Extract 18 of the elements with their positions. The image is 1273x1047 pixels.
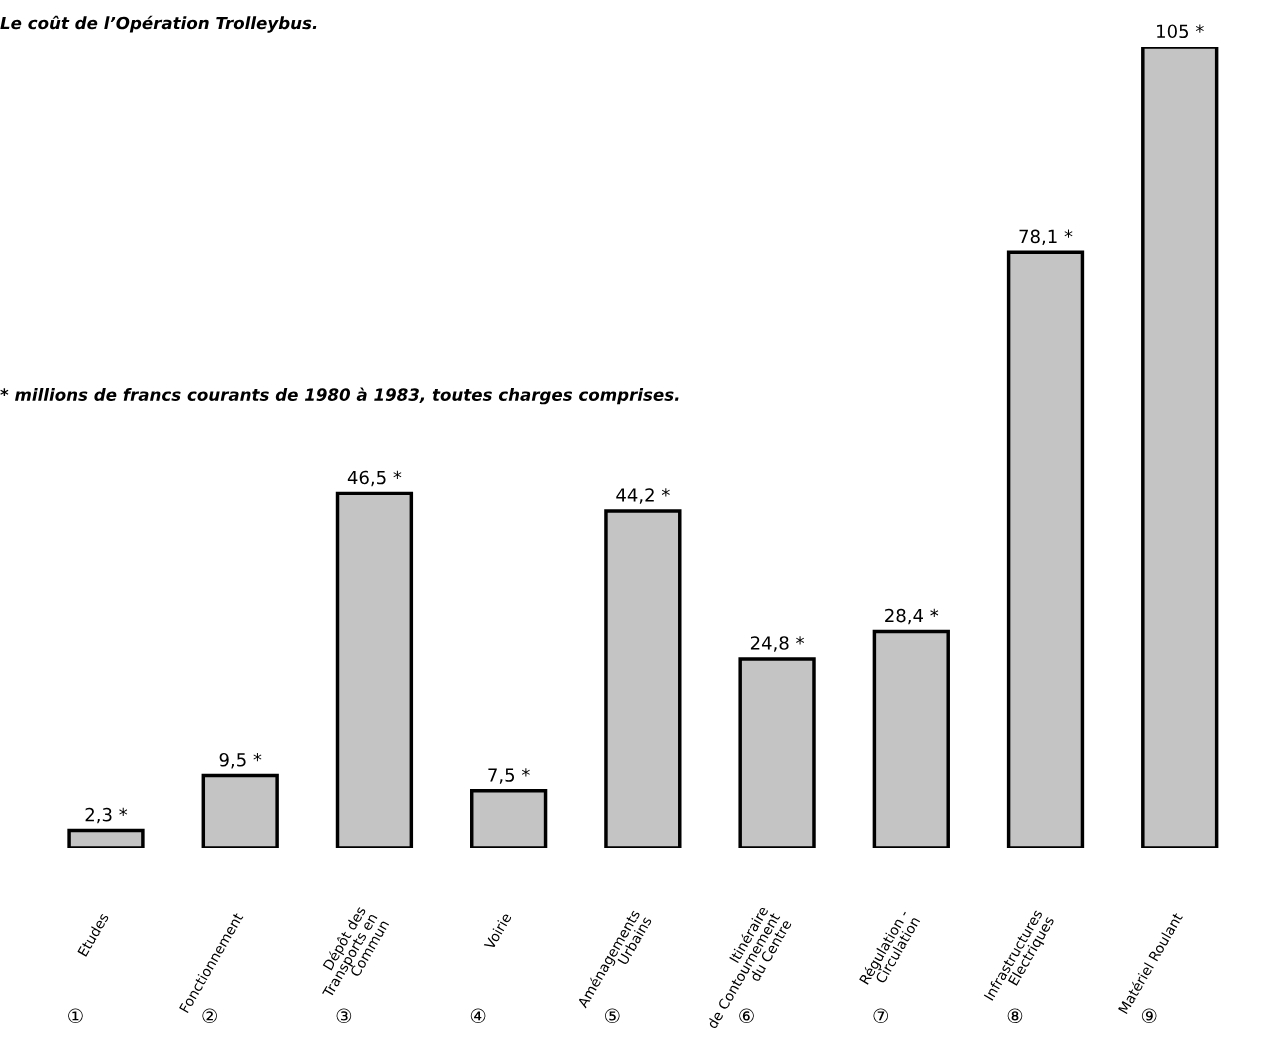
chart-title: Le coût de l’Opération Trolleybus.: [0, 15, 317, 33]
data-label: 44,2 *: [616, 488, 670, 504]
text: ④: [470, 1008, 486, 1024]
data-label: 24,8 *: [750, 636, 805, 652]
text: ⑦: [873, 1008, 889, 1024]
data-label: 105 *: [1157, 24, 1204, 39]
text: ⑥: [739, 1008, 754, 1024]
data-label: 9,5 *: [219, 752, 262, 769]
data-label: 78,1 *: [1019, 229, 1073, 246]
data-label: 46,5 *: [347, 470, 402, 487]
text: ①: [68, 1008, 83, 1024]
text: ⑤: [605, 1008, 620, 1024]
data-label: 2,3 *: [85, 807, 128, 824]
data-label: 28,4 *: [885, 608, 939, 625]
data-label: 7,5 *: [488, 768, 530, 784]
text: ③: [336, 1008, 352, 1024]
annotation: * millions de francs courants de 1980 à 1983, toutes charges comprises.: [0, 387, 679, 405]
text: ⑧: [1007, 1008, 1023, 1024]
